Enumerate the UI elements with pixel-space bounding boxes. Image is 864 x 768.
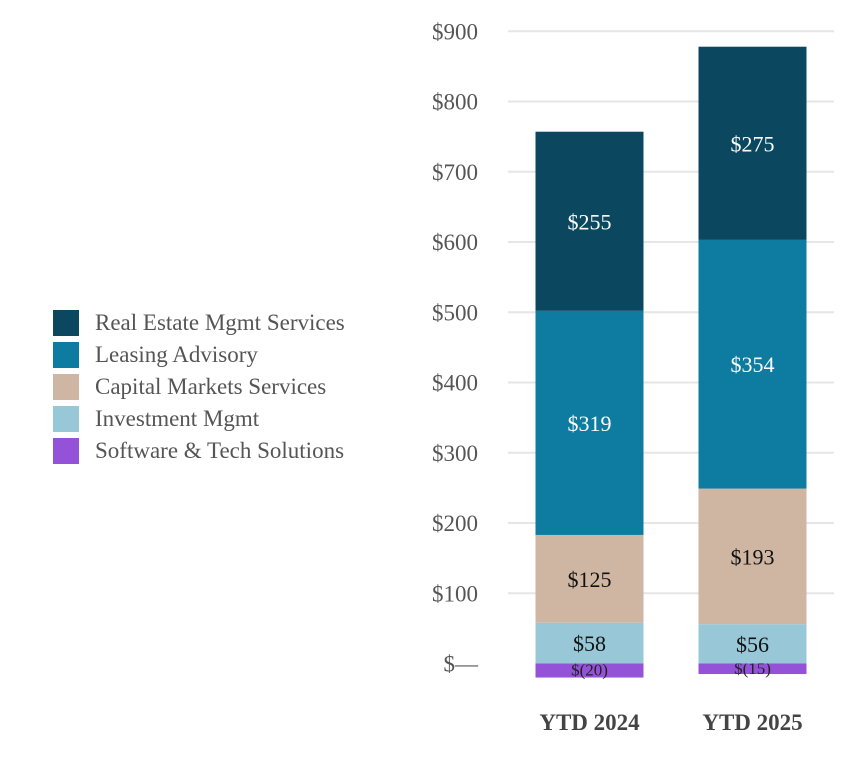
data-label: $319 — [568, 411, 612, 436]
legend-item: Real Estate Mgmt Services — [53, 307, 345, 339]
bar-segment — [698, 488, 807, 625]
legend-label: Real Estate Mgmt Services — [95, 310, 345, 335]
bars: $(20) $58 $125 $319 $255 $(15) $56 $193 $354 $275 — [535, 46, 807, 680]
y-tick-label: $600 — [432, 230, 478, 255]
legend-label: Leasing Advisory — [95, 342, 258, 367]
legend-item: Leasing Advisory — [53, 339, 345, 371]
data-label: $275 — [731, 131, 775, 156]
y-tick-label: $400 — [432, 371, 478, 396]
x-axis: YTD 2024 YTD 2025 — [539, 710, 802, 735]
legend-swatch — [53, 406, 79, 432]
data-label: $(20) — [571, 661, 608, 680]
bar-segment — [535, 534, 644, 623]
bar-segment — [698, 46, 807, 240]
y-tick-label: $700 — [432, 160, 478, 185]
legend-item: Investment Mgmt — [53, 403, 345, 435]
bar-segment — [535, 663, 644, 678]
bar-segment — [698, 663, 807, 675]
legend-swatch — [53, 374, 79, 400]
data-label: $193 — [731, 544, 775, 569]
y-tick-label: $800 — [432, 90, 478, 115]
legend: Real Estate Mgmt Services Leasing Advisor… — [53, 307, 345, 467]
bar-segment — [698, 239, 807, 489]
x-tick-label: YTD 2024 — [539, 710, 640, 735]
data-label: $56 — [736, 632, 769, 657]
data-label: $354 — [731, 352, 775, 377]
data-label: $(15) — [734, 659, 771, 678]
legend-label: Capital Markets Services — [95, 374, 327, 399]
legend-swatch — [53, 310, 79, 336]
legend-swatch — [53, 438, 79, 464]
y-tick-label: $300 — [432, 441, 478, 466]
legend-item: Capital Markets Services — [53, 371, 345, 403]
x-tick-label: YTD 2025 — [702, 710, 802, 735]
bar-segment — [535, 622, 644, 664]
y-tick-label: $500 — [432, 300, 478, 325]
legend-swatch — [53, 342, 79, 368]
y-tick-label: $100 — [432, 581, 478, 606]
bar-segment — [535, 131, 644, 311]
legend-label: Investment Mgmt — [95, 406, 260, 431]
y-tick-label: $— — [444, 652, 480, 677]
legend-item: Software & Tech Solutions — [53, 435, 345, 467]
bar-segment — [535, 310, 644, 535]
y-axis: $— $100 $200 $300 $400 $500 $600 $700 $800 $900 — [432, 19, 479, 676]
y-tick-label: $900 — [432, 19, 478, 44]
data-label: $255 — [568, 209, 612, 234]
data-label: $58 — [573, 631, 606, 656]
bar-segment — [698, 624, 807, 664]
data-label: $125 — [568, 567, 612, 592]
y-tick-label: $200 — [432, 511, 478, 536]
legend-label: Software & Tech Solutions — [95, 438, 345, 463]
